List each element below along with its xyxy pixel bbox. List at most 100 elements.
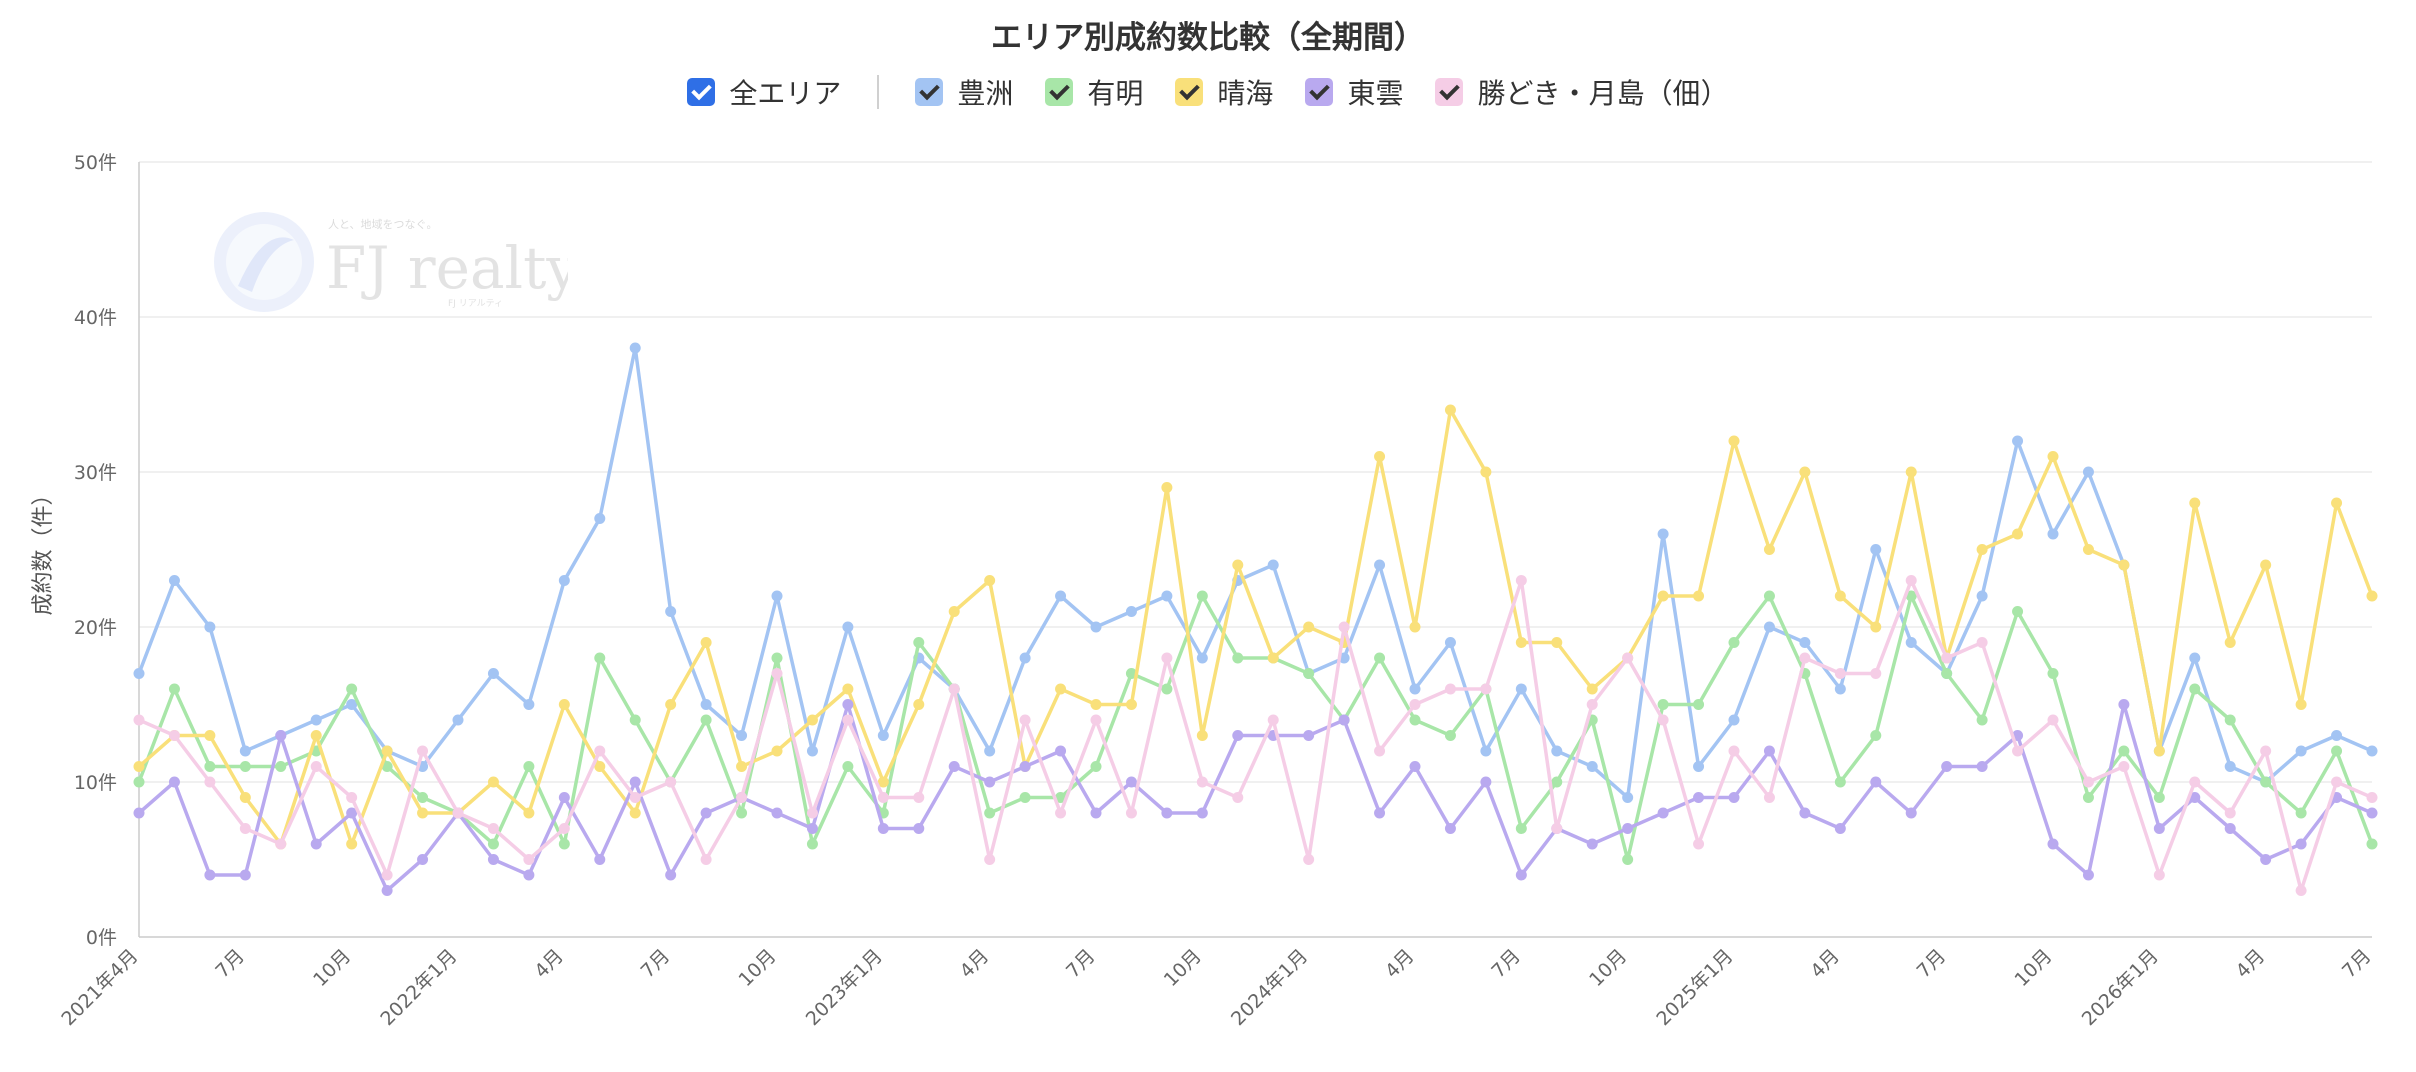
data-point[interactable] (1551, 823, 1563, 834)
data-point[interactable] (310, 714, 322, 726)
data-point[interactable] (1303, 854, 1315, 865)
data-point[interactable] (806, 807, 818, 819)
data-point[interactable] (1303, 621, 1315, 633)
data-point[interactable] (771, 745, 783, 757)
data-point[interactable] (2331, 497, 2343, 509)
data-point[interactable] (1090, 699, 1102, 710)
data-point[interactable] (1941, 652, 1953, 664)
data-point[interactable] (2047, 714, 2059, 726)
data-point[interactable] (168, 575, 180, 586)
data-point[interactable] (1870, 621, 1882, 633)
data-point[interactable] (1976, 714, 1988, 726)
data-point[interactable] (558, 838, 570, 850)
data-point[interactable] (310, 730, 322, 741)
data-point[interactable] (204, 730, 216, 741)
data-point[interactable] (2260, 776, 2272, 788)
data-point[interactable] (204, 761, 216, 772)
data-point[interactable] (665, 606, 677, 617)
data-point[interactable] (2189, 683, 2201, 695)
data-point[interactable] (133, 668, 145, 679)
data-point[interactable] (1338, 621, 1350, 633)
data-point[interactable] (346, 792, 358, 803)
data-point[interactable] (771, 652, 783, 664)
data-point[interactable] (984, 807, 996, 819)
data-point[interactable] (239, 745, 251, 757)
data-point[interactable] (558, 823, 570, 834)
data-point[interactable] (1657, 699, 1669, 710)
data-point[interactable] (2260, 745, 2272, 757)
data-point[interactable] (2331, 776, 2343, 788)
data-point[interactable] (1055, 745, 1067, 757)
data-point[interactable] (842, 714, 854, 726)
data-point[interactable] (1019, 652, 1031, 664)
data-point[interactable] (2082, 792, 2094, 803)
data-point[interactable] (1763, 792, 1775, 803)
data-point[interactable] (1905, 637, 1917, 648)
data-point[interactable] (2047, 838, 2059, 850)
data-point[interactable] (1834, 776, 1846, 788)
data-point[interactable] (1161, 652, 1173, 664)
data-point[interactable] (2295, 838, 2307, 850)
data-point[interactable] (594, 745, 606, 757)
data-point[interactable] (700, 637, 712, 648)
data-point[interactable] (594, 761, 606, 772)
data-point[interactable] (984, 575, 996, 586)
data-point[interactable] (948, 606, 960, 617)
data-point[interactable] (1905, 807, 1917, 819)
data-point[interactable] (239, 761, 251, 772)
data-point[interactable] (1267, 652, 1279, 664)
data-point[interactable] (806, 745, 818, 757)
data-point[interactable] (1480, 745, 1492, 757)
data-point[interactable] (629, 792, 641, 803)
legend-item-harumi[interactable]: 晴海 (1175, 72, 1273, 112)
data-point[interactable] (1586, 838, 1598, 850)
data-point[interactable] (771, 590, 783, 602)
data-point[interactable] (984, 854, 996, 865)
data-point[interactable] (1551, 745, 1563, 757)
data-point[interactable] (2047, 451, 2059, 462)
data-point[interactable] (2189, 792, 2201, 803)
data-point[interactable] (1409, 683, 1421, 695)
data-point[interactable] (204, 776, 216, 788)
data-point[interactable] (2260, 854, 2272, 865)
data-point[interactable] (665, 776, 677, 788)
data-point[interactable] (2295, 699, 2307, 710)
data-point[interactable] (2366, 590, 2378, 602)
data-point[interactable] (275, 761, 287, 772)
data-point[interactable] (2295, 745, 2307, 757)
data-point[interactable] (1693, 838, 1705, 850)
data-point[interactable] (1515, 637, 1527, 648)
data-point[interactable] (2118, 699, 2130, 710)
data-point[interactable] (381, 885, 393, 896)
data-point[interactable] (1090, 621, 1102, 633)
data-point[interactable] (629, 776, 641, 788)
legend-item-kachidoki[interactable]: 勝どき・月島（佃） (1435, 72, 1729, 112)
data-point[interactable] (1941, 761, 1953, 772)
checkbox-ariake-icon[interactable] (1045, 78, 1074, 106)
data-point[interactable] (771, 807, 783, 819)
data-point[interactable] (736, 792, 748, 803)
data-point[interactable] (1125, 606, 1137, 617)
data-point[interactable] (1763, 621, 1775, 633)
data-point[interactable] (452, 714, 464, 726)
data-point[interactable] (417, 792, 429, 803)
data-point[interactable] (133, 714, 145, 726)
data-point[interactable] (2224, 761, 2236, 772)
data-point[interactable] (1515, 683, 1527, 695)
data-point[interactable] (1551, 637, 1563, 648)
data-point[interactable] (1728, 435, 1740, 447)
data-point[interactable] (1161, 590, 1173, 602)
data-point[interactable] (1941, 668, 1953, 679)
data-point[interactable] (842, 699, 854, 710)
data-point[interactable] (2153, 823, 2165, 834)
data-point[interactable] (913, 699, 925, 710)
data-point[interactable] (2224, 637, 2236, 648)
data-point[interactable] (487, 838, 499, 850)
data-point[interactable] (1444, 637, 1456, 648)
data-point[interactable] (984, 745, 996, 757)
data-point[interactable] (1976, 637, 1988, 648)
data-point[interactable] (523, 807, 535, 819)
data-point[interactable] (736, 730, 748, 741)
data-point[interactable] (204, 869, 216, 881)
data-point[interactable] (133, 776, 145, 788)
